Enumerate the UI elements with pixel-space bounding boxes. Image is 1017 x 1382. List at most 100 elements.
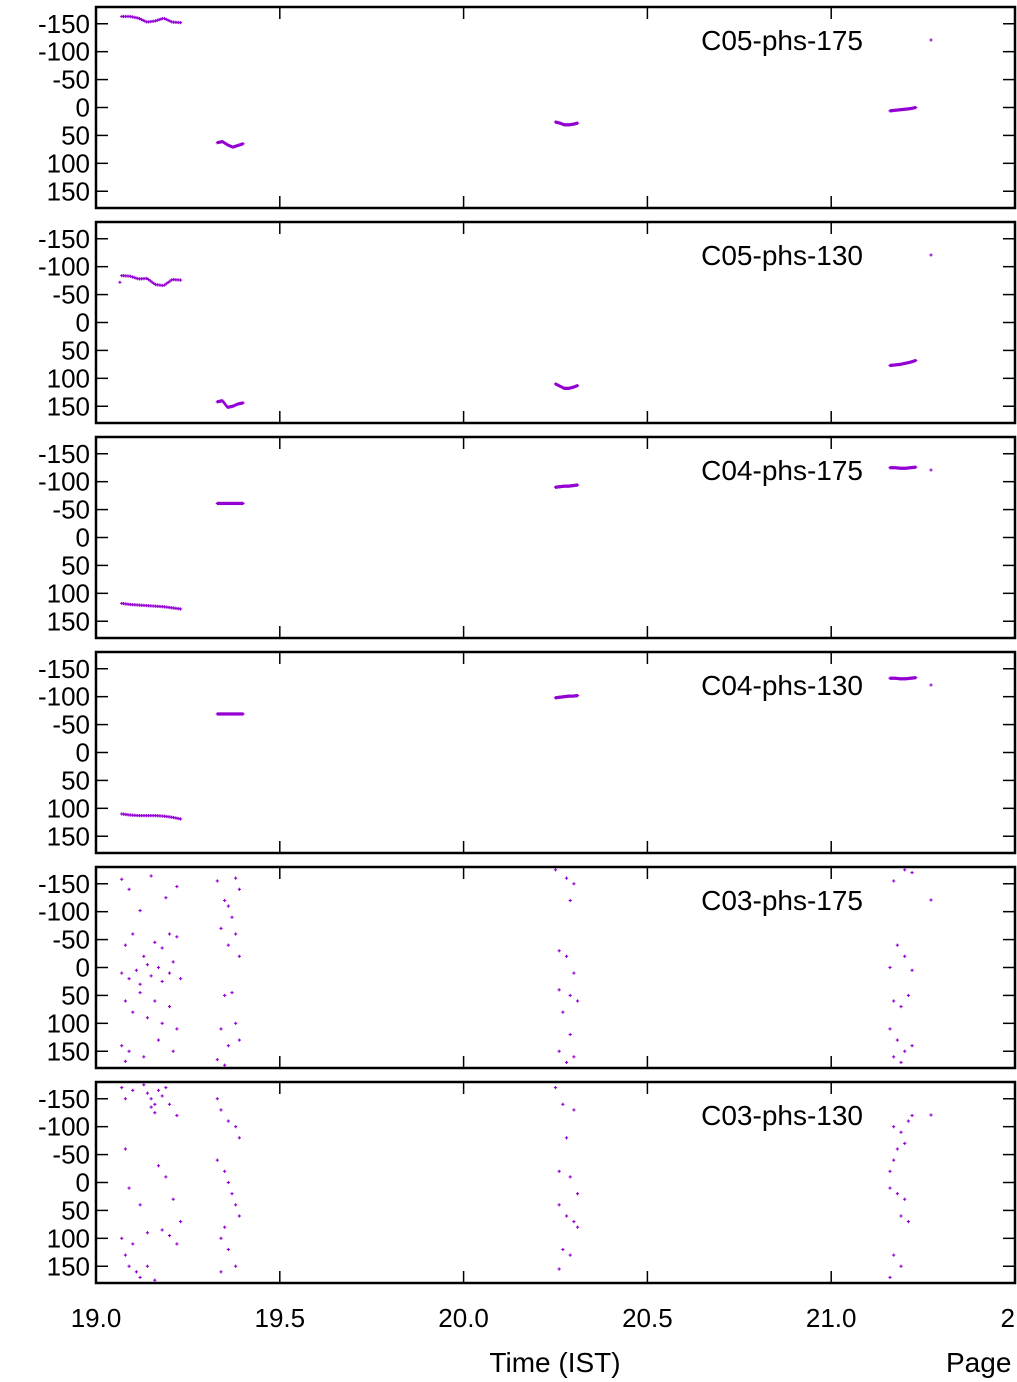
- data-point: [131, 932, 135, 936]
- y-tick-label: -50: [52, 280, 90, 310]
- data-point: [572, 1055, 576, 1059]
- data-point: [150, 280, 154, 284]
- y-tick-label: 0: [76, 953, 90, 983]
- data-point: [572, 971, 576, 975]
- data-point: [553, 1085, 558, 1090]
- legend: C04-phs-130: [701, 670, 933, 701]
- y-tick-label: -150: [38, 1084, 90, 1114]
- panel-frame: [94, 220, 1017, 425]
- data-point: [120, 971, 124, 975]
- data-point: [137, 17, 142, 21]
- data-point: [226, 904, 230, 908]
- data-point: [899, 1264, 903, 1268]
- data-point: [139, 17, 143, 22]
- y-tick-label: 100: [47, 1008, 90, 1038]
- data-point: [899, 1004, 903, 1009]
- data-point: [141, 18, 145, 22]
- data-point: [166, 280, 170, 285]
- data-point: [171, 1197, 175, 1201]
- data-point: [241, 501, 245, 506]
- data-point: [149, 1105, 153, 1109]
- data-point: [895, 1147, 899, 1151]
- data-point: [127, 977, 131, 981]
- data-point: [164, 1085, 168, 1090]
- y-tick-label: -150: [38, 439, 90, 469]
- series-points: [120, 465, 918, 611]
- data-point: [223, 898, 227, 903]
- data-point: [155, 18, 159, 22]
- data-point: [138, 982, 142, 986]
- y-tick-label: 150: [47, 1251, 90, 1281]
- data-point: [145, 1231, 150, 1235]
- data-point: [142, 1055, 146, 1059]
- data-point: [152, 281, 156, 286]
- x-tick-label: 20.5: [622, 1303, 673, 1333]
- data-point: [892, 1158, 896, 1162]
- y-tick-label: -100: [38, 1112, 90, 1142]
- data-point: [892, 1253, 896, 1257]
- y-tick-label: -100: [38, 37, 90, 67]
- data-point: [903, 868, 907, 872]
- data-point: [564, 876, 569, 880]
- legend-marker: [929, 683, 933, 687]
- legend: C04-phs-175: [701, 455, 933, 486]
- data-point: [138, 1275, 142, 1280]
- data-point: [178, 21, 183, 25]
- y-tick-label: 100: [47, 578, 90, 608]
- data-point: [153, 1111, 157, 1115]
- legend-label: C05-phs-130: [701, 240, 863, 271]
- legend-marker: [929, 468, 933, 472]
- data-point: [572, 1108, 576, 1112]
- data-point: [160, 946, 164, 950]
- data-point: [160, 1228, 164, 1232]
- data-point: [145, 1091, 150, 1095]
- data-point: [164, 17, 168, 21]
- data-point: [557, 1169, 561, 1173]
- data-point: [906, 1219, 910, 1224]
- panel-frame: [94, 650, 1017, 855]
- y-tick-label: -50: [52, 710, 90, 740]
- legend-label: C04-phs-175: [701, 455, 863, 486]
- data-point: [557, 988, 561, 992]
- data-point: [888, 965, 892, 970]
- data-point: [145, 963, 150, 967]
- data-point: [906, 993, 910, 998]
- data-point: [215, 1158, 219, 1162]
- y-tick-label: 50: [61, 765, 90, 795]
- data-point: [561, 1102, 565, 1106]
- data-point: [149, 974, 153, 978]
- data-point: [564, 1214, 569, 1218]
- legend-label: C05-phs-175: [701, 25, 863, 56]
- data-point: [129, 274, 133, 278]
- data-point: [142, 954, 146, 958]
- data-point: [237, 1214, 241, 1218]
- legend-label: C04-phs-130: [701, 670, 863, 701]
- data-point: [914, 358, 918, 363]
- y-tick-label: 50: [61, 335, 90, 365]
- data-point: [127, 1264, 131, 1268]
- y-tick-label: 150: [47, 821, 90, 851]
- y-tick-label: 100: [47, 1223, 90, 1253]
- y-tick-label: 100: [47, 363, 90, 393]
- data-point: [892, 1055, 896, 1059]
- data-point: [143, 19, 147, 23]
- legend: C05-phs-130: [701, 240, 933, 271]
- series-points: [120, 868, 914, 1067]
- y-tick-label: -50: [52, 65, 90, 95]
- data-point: [138, 908, 142, 913]
- data-point: [123, 1097, 128, 1101]
- x-tick-label: 21.0: [806, 1303, 857, 1333]
- data-point: [171, 960, 175, 964]
- data-point: [132, 275, 136, 280]
- data-point: [903, 1049, 907, 1053]
- series-points: [120, 1083, 914, 1282]
- data-point: [149, 874, 153, 878]
- legend-marker: [929, 1113, 933, 1117]
- data-point: [568, 898, 572, 903]
- data-point: [145, 1264, 150, 1268]
- data-point: [134, 276, 138, 280]
- data-point: [899, 1130, 903, 1134]
